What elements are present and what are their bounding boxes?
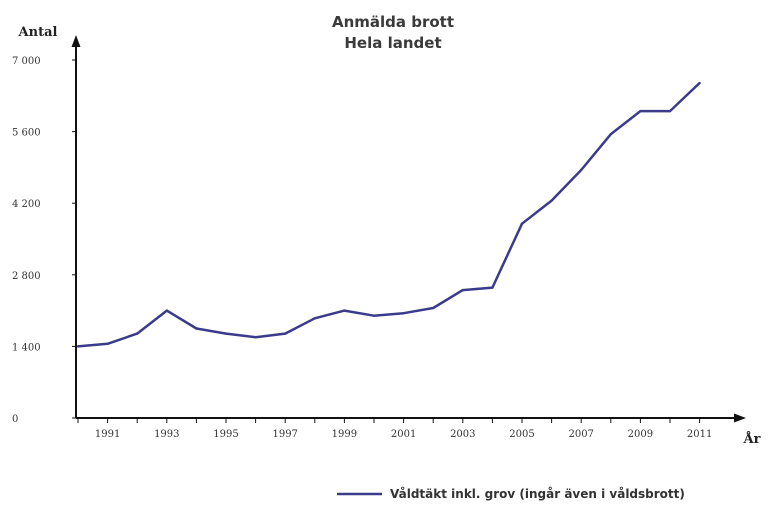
x-tick-label: 2001 bbox=[391, 429, 416, 440]
data-point bbox=[461, 288, 464, 292]
data-point bbox=[195, 327, 198, 330]
data-point bbox=[313, 317, 316, 320]
x-tick-label: 2011 bbox=[687, 429, 712, 440]
y-tick-label: 1 400 bbox=[12, 342, 41, 353]
y-ticks: 0 1 400 2 800 4 200 5 600 7 000 bbox=[12, 56, 76, 425]
data-point bbox=[491, 286, 494, 289]
data-point bbox=[224, 332, 228, 335]
data-point bbox=[698, 81, 701, 85]
data-point bbox=[550, 199, 553, 202]
data-point bbox=[609, 132, 612, 136]
data-point bbox=[165, 309, 168, 312]
x-tick-label: 1993 bbox=[154, 429, 179, 440]
x-tick-label: 1991 bbox=[95, 429, 120, 440]
data-point bbox=[106, 342, 109, 346]
x-axis-label: År bbox=[743, 431, 761, 447]
y-tick-label: 5 600 bbox=[12, 128, 41, 139]
y-tick-label: 7 000 bbox=[12, 56, 41, 67]
data-point bbox=[343, 309, 346, 312]
x-tick-label: 2007 bbox=[568, 429, 593, 440]
x-tick-label: 1999 bbox=[332, 429, 357, 440]
data-point bbox=[136, 332, 139, 335]
data-point bbox=[372, 314, 376, 317]
data-point bbox=[668, 109, 672, 113]
x-tick-label: 2009 bbox=[628, 429, 653, 440]
x-tick-label: 2005 bbox=[509, 429, 534, 440]
y-tick-label: 0 bbox=[12, 414, 18, 425]
legend: Våldtäkt inkl. grov (ingår även i våldsb… bbox=[337, 487, 685, 501]
data-point bbox=[520, 222, 524, 225]
x-ticks: 1991 1993 1995 1997 1999 2001 2003 2005 2007 2009… bbox=[77, 418, 712, 440]
data-point bbox=[639, 109, 642, 113]
series-layer bbox=[76, 81, 701, 348]
x-axis-arrowhead bbox=[734, 413, 746, 423]
data-point bbox=[580, 168, 583, 172]
x-tick-label: 1995 bbox=[213, 429, 238, 440]
x-tick-label: 2003 bbox=[450, 429, 475, 440]
y-axis-label: Antal bbox=[18, 25, 58, 40]
y-axis-arrowhead bbox=[71, 35, 81, 47]
y-tick-label: 2 800 bbox=[12, 271, 41, 282]
data-point bbox=[254, 335, 257, 339]
data-point bbox=[284, 332, 287, 335]
series-line bbox=[77, 82, 701, 348]
data-point bbox=[76, 345, 80, 348]
x-tick-label: 1997 bbox=[272, 429, 297, 440]
chart-subtitle: Hela landet bbox=[344, 34, 441, 52]
legend-label: Våldtäkt inkl. grov (ingår även i våldsb… bbox=[390, 487, 685, 501]
chart-title: Anmälda brott bbox=[332, 13, 454, 31]
data-point bbox=[432, 306, 435, 310]
y-tick-label: 4 200 bbox=[12, 199, 41, 210]
data-point bbox=[402, 311, 405, 315]
